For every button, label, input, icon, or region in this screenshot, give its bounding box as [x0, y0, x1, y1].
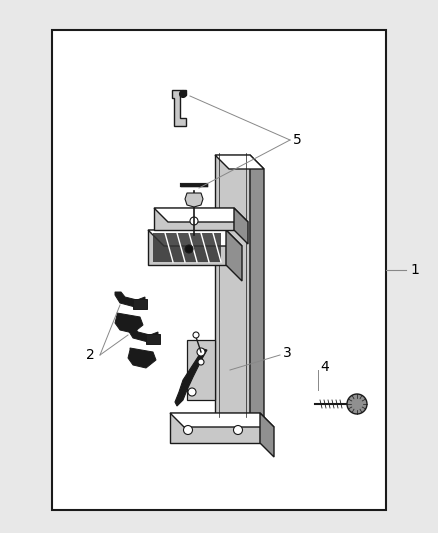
Polygon shape	[175, 349, 207, 406]
Bar	[52, 30, 386, 510]
Circle shape	[347, 394, 367, 414]
Polygon shape	[172, 90, 186, 126]
Polygon shape	[234, 208, 248, 244]
Polygon shape	[170, 413, 274, 427]
Text: 1: 1	[410, 263, 419, 277]
Polygon shape	[250, 155, 264, 429]
Circle shape	[197, 348, 205, 356]
Polygon shape	[185, 193, 203, 207]
Circle shape	[193, 332, 199, 338]
Circle shape	[198, 359, 204, 365]
Polygon shape	[128, 327, 158, 342]
Polygon shape	[154, 208, 248, 222]
Bar	[133, 299, 147, 309]
Circle shape	[184, 425, 192, 434]
Text: 5: 5	[293, 133, 302, 147]
Polygon shape	[170, 413, 260, 443]
Polygon shape	[115, 292, 145, 307]
Text: 2: 2	[86, 348, 95, 362]
Polygon shape	[128, 348, 156, 368]
Text: 4: 4	[320, 360, 329, 374]
Polygon shape	[215, 155, 264, 169]
Polygon shape	[187, 340, 215, 400]
Bar	[146, 334, 160, 344]
Circle shape	[180, 91, 187, 98]
Circle shape	[185, 245, 193, 253]
Polygon shape	[215, 155, 250, 415]
Polygon shape	[226, 230, 242, 281]
Text: 3: 3	[283, 346, 292, 360]
Polygon shape	[154, 208, 234, 230]
Polygon shape	[153, 233, 221, 262]
Circle shape	[188, 388, 196, 396]
Circle shape	[233, 425, 243, 434]
Polygon shape	[260, 413, 274, 457]
Polygon shape	[148, 230, 242, 246]
Polygon shape	[115, 313, 143, 333]
Polygon shape	[148, 230, 226, 265]
Circle shape	[190, 217, 198, 225]
